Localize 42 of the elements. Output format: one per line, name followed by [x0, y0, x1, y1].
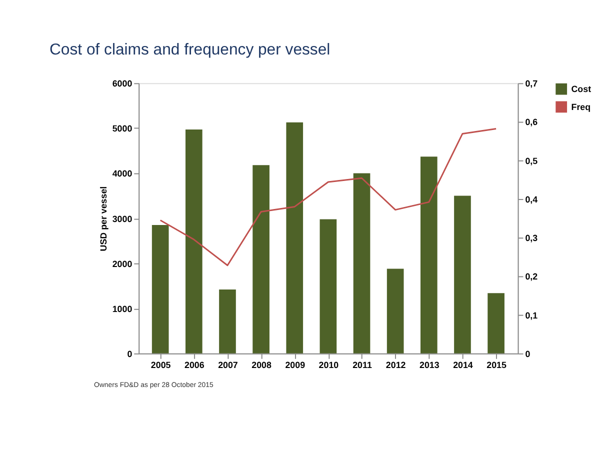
x-tick-label: 2013 [419, 360, 440, 370]
bar [353, 173, 370, 354]
x-tick-label: 2014 [453, 360, 473, 370]
bar [152, 225, 169, 354]
bar [252, 165, 270, 354]
y2-tick-label: 0,5 [525, 156, 538, 166]
y-axis-title: USD per vessel [98, 186, 108, 252]
bar [320, 219, 337, 354]
legend-label: Cost [571, 84, 592, 94]
y2-tick-label: 0 [525, 348, 530, 359]
y-tick-label: 0 [127, 348, 132, 359]
x-tick-label: 2011 [352, 360, 372, 370]
x-tick-label: 2005 [150, 360, 171, 370]
bar [185, 130, 202, 354]
bar [386, 268, 404, 354]
bar [420, 156, 438, 354]
bar [219, 289, 236, 354]
line-series [160, 128, 497, 266]
y-tick-label: 1000 [112, 304, 132, 314]
legend-label: Freq [571, 102, 591, 112]
bar [286, 122, 304, 354]
x-tick-label: 2010 [318, 360, 339, 370]
y2-tick-label: 0,3 [525, 233, 538, 244]
y-tick-label: 2000 [112, 258, 132, 269]
y2-tick-label: 0,7 [525, 78, 538, 89]
y-tick-label: 4000 [112, 168, 132, 179]
x-tick-label: 2009 [285, 360, 306, 370]
chart-title: Cost of claims and frequency per vessel [50, 41, 330, 58]
x-tick-label: 2015 [486, 360, 506, 370]
y-tick-label: 3000 [112, 214, 132, 224]
bar [454, 196, 471, 354]
y-tick-label: 6000 [112, 78, 132, 89]
y2-tick-label: 0,4 [525, 194, 538, 204]
bar [488, 293, 504, 354]
x-tick-label: 2006 [184, 360, 204, 370]
y-tick-label: 5000 [112, 124, 132, 134]
x-tick-label: 2007 [218, 360, 238, 370]
y2-tick-label: 0,6 [525, 117, 538, 128]
x-tick-label: 2012 [386, 360, 406, 370]
y2-tick-label: 0,1 [525, 310, 538, 320]
x-tick-label: 2008 [252, 360, 272, 370]
y2-tick-label: 0,2 [525, 272, 538, 282]
